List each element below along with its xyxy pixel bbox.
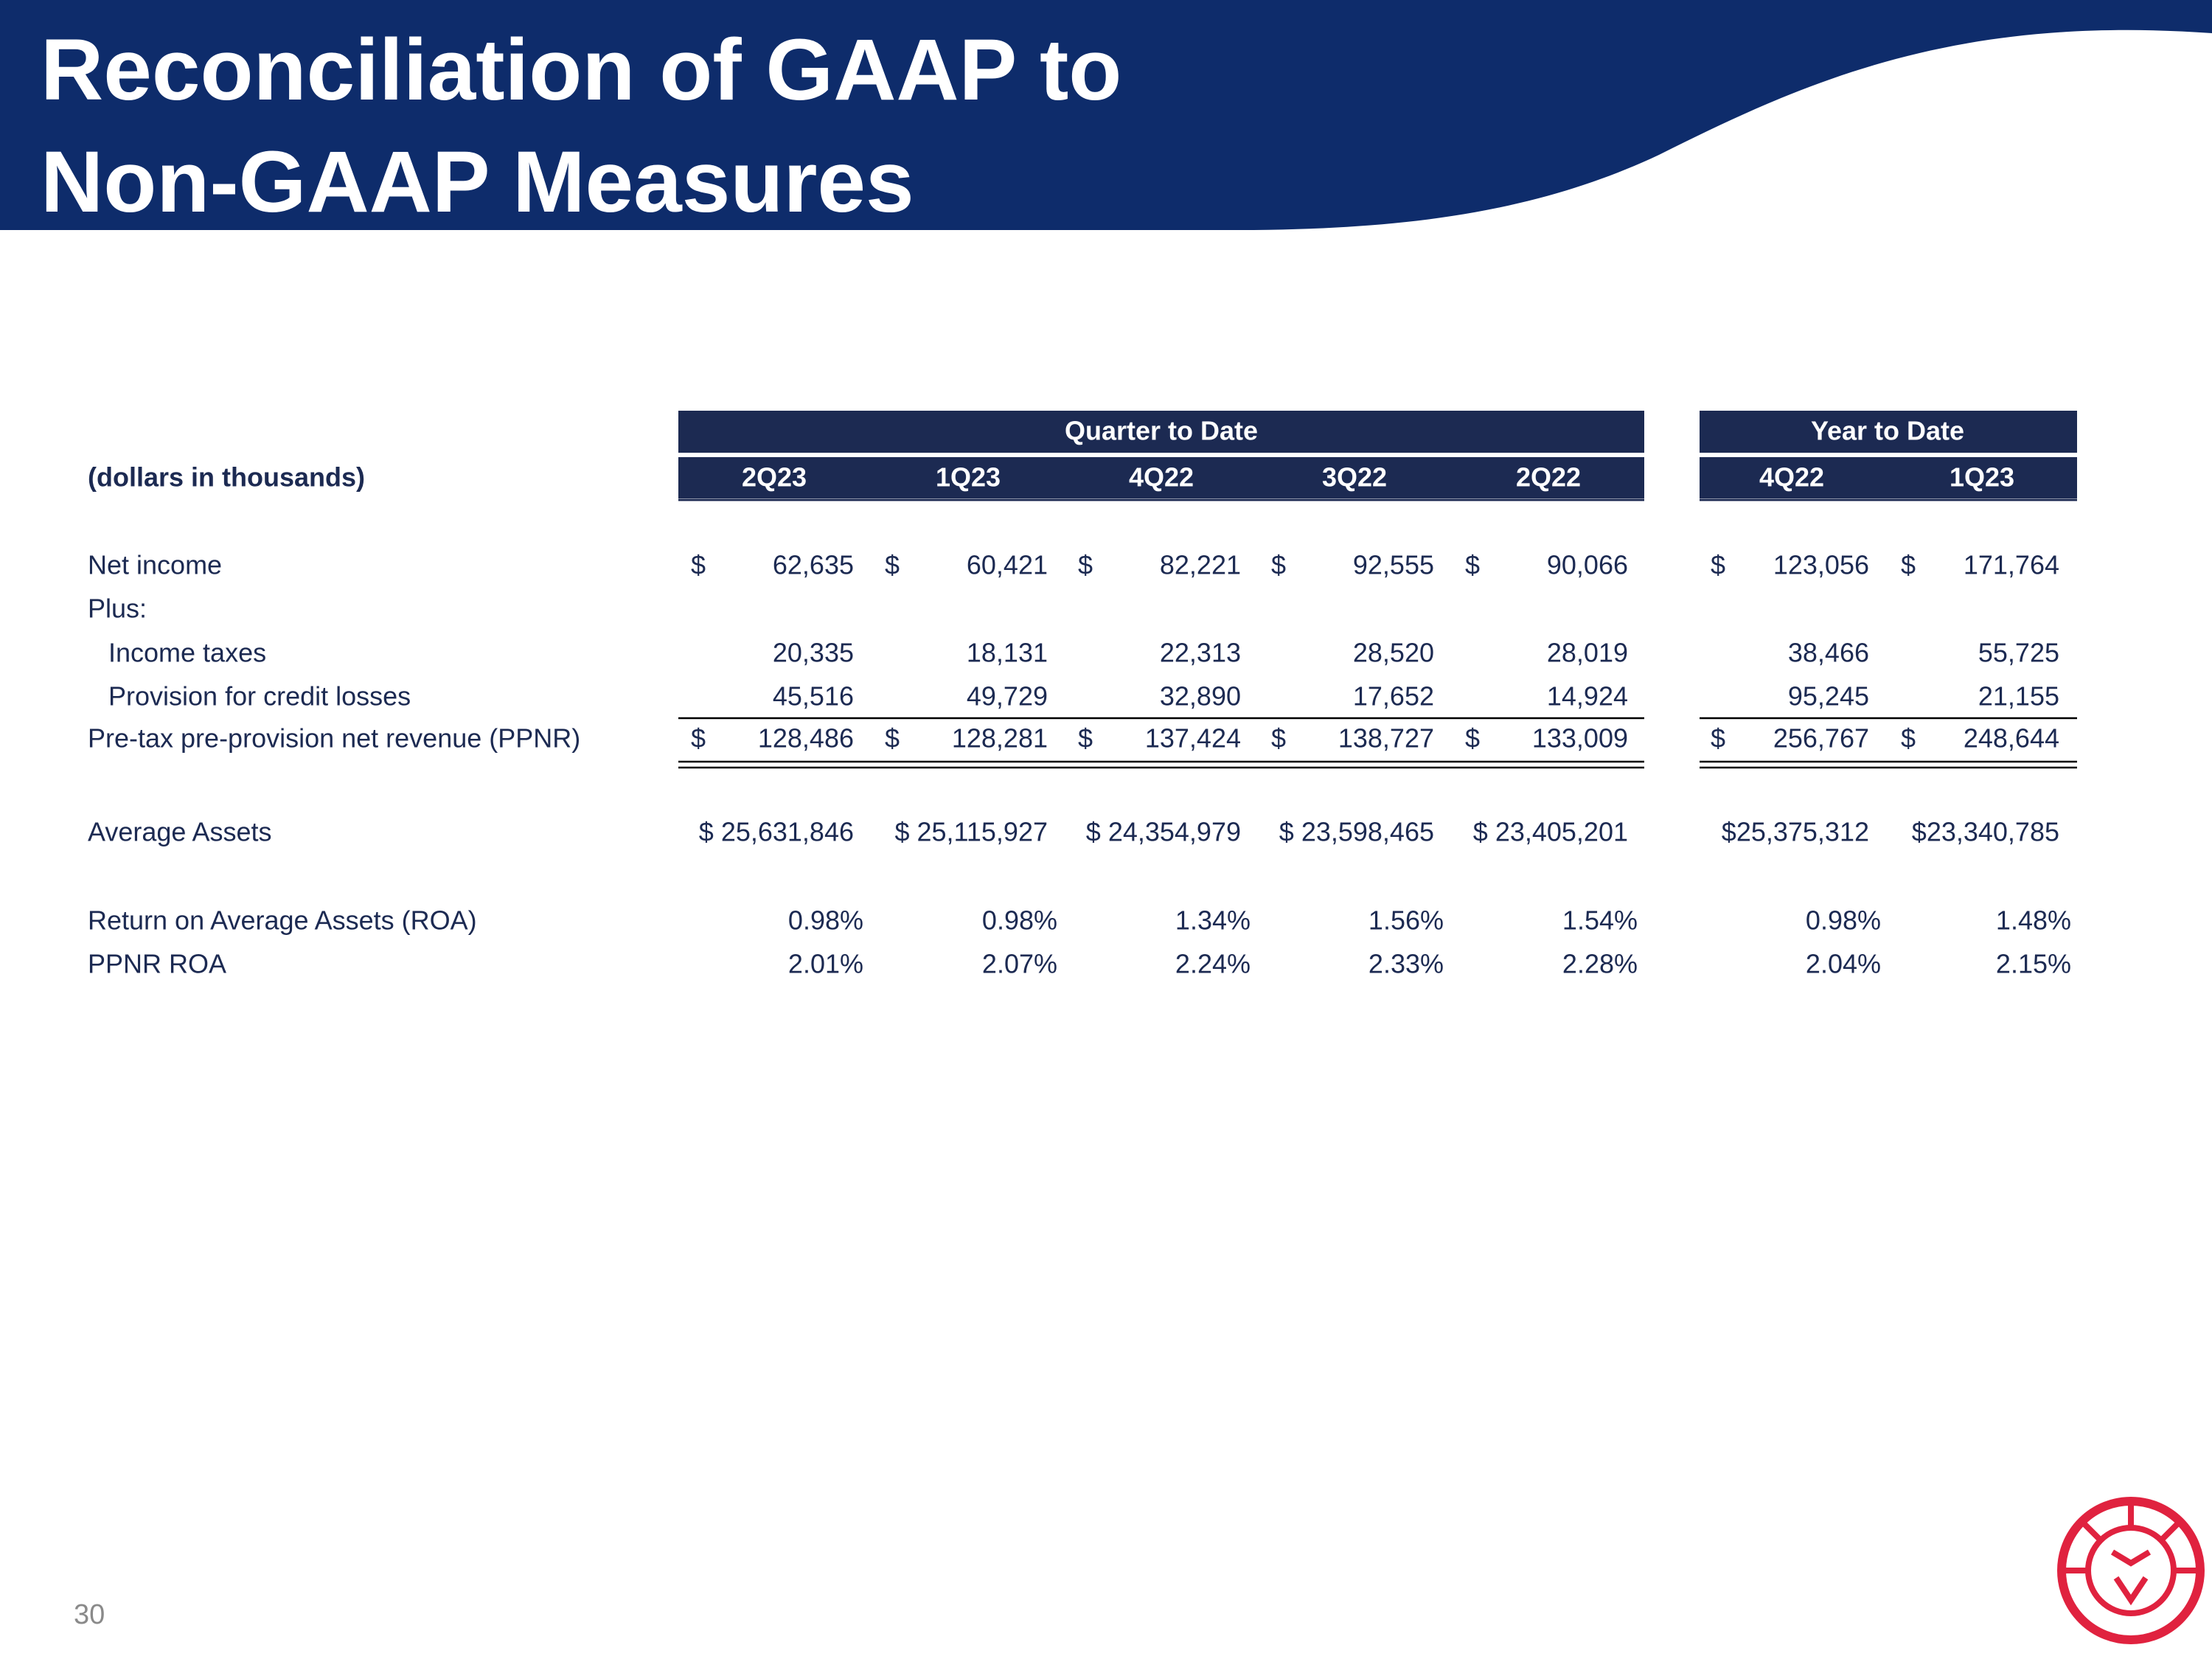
cell-value: 21,155 xyxy=(1978,681,2059,712)
cell-value: 137,424 xyxy=(1145,723,1241,754)
cell-value: 32,890 xyxy=(1160,681,1241,712)
currency-symbol: $ xyxy=(1901,550,1916,580)
column-header: 1Q23 xyxy=(936,462,1001,493)
currency-symbol: $ xyxy=(1901,723,1916,754)
row-label: Return on Average Assets (ROA) xyxy=(88,905,477,936)
cell-value: $23,340,785 xyxy=(1912,817,2059,847)
cell-value: 1.48% xyxy=(1996,905,2071,936)
column-header-bar xyxy=(678,457,1644,498)
currency-symbol: $ xyxy=(1271,550,1286,580)
row-label: Average Assets xyxy=(88,817,272,847)
currency-symbol: $ xyxy=(1711,550,1725,580)
cell-value: 248,644 xyxy=(1964,723,2059,754)
currency-symbol: $ xyxy=(885,723,900,754)
row-label: Provision for credit losses xyxy=(108,681,411,712)
currency-symbol: $ xyxy=(691,723,706,754)
cell-value: 14,924 xyxy=(1547,681,1628,712)
cell-value: 92,555 xyxy=(1353,550,1434,580)
column-header: 2Q22 xyxy=(1516,462,1581,493)
cell-value: 38,466 xyxy=(1788,638,1869,668)
group-header: Year to Date xyxy=(1811,416,1964,446)
cell-value: 123,056 xyxy=(1773,550,1869,580)
cell-value: 62,635 xyxy=(773,550,854,580)
cell-value: 171,764 xyxy=(1964,550,2059,580)
cell-value: 1.56% xyxy=(1368,905,1444,936)
cell-value: 82,221 xyxy=(1160,550,1241,580)
group-header-bar xyxy=(1700,411,2077,453)
row-label: Plus: xyxy=(88,594,147,624)
cell-value: 45,516 xyxy=(773,681,854,712)
cell-value: 22,313 xyxy=(1160,638,1241,668)
cell-value: $ 24,354,979 xyxy=(1086,817,1241,847)
cell-value: 20,335 xyxy=(773,638,854,668)
header-band xyxy=(0,0,2212,230)
cell-value: 0.98% xyxy=(1806,905,1881,936)
currency-symbol: $ xyxy=(1711,723,1725,754)
title-line: Reconciliation of GAAP to xyxy=(41,21,1121,119)
cell-value: 0.98% xyxy=(982,905,1057,936)
group-header: Quarter to Date xyxy=(1065,416,1258,446)
cell-value: 133,009 xyxy=(1532,723,1628,754)
cell-value: 2.28% xyxy=(1562,949,1638,979)
cell-value: 256,767 xyxy=(1773,723,1869,754)
column-header: 4Q22 xyxy=(1759,462,1824,493)
cell-value: 2.01% xyxy=(788,949,863,979)
cell-value: 60,421 xyxy=(967,550,1048,580)
cell-value: 128,281 xyxy=(952,723,1048,754)
cell-value: 49,729 xyxy=(967,681,1048,712)
unit-label: (dollars in thousands) xyxy=(88,462,365,493)
currency-symbol: $ xyxy=(691,550,706,580)
cell-value: $25,375,312 xyxy=(1722,817,1869,847)
cell-value: 0.98% xyxy=(788,905,863,936)
page-number: 30 xyxy=(74,1599,105,1630)
cell-value: $ 25,631,846 xyxy=(699,817,854,847)
currency-symbol: $ xyxy=(1078,550,1093,580)
column-header: 4Q22 xyxy=(1129,462,1194,493)
row-label: Pre-tax pre-provision net revenue (PPNR) xyxy=(88,723,580,754)
row-label: Net income xyxy=(88,550,222,580)
cell-value: 95,245 xyxy=(1788,681,1869,712)
cell-value: 128,486 xyxy=(758,723,854,754)
currency-symbol: $ xyxy=(885,550,900,580)
cell-value: 17,652 xyxy=(1353,681,1434,712)
cell-value: 28,520 xyxy=(1353,638,1434,668)
column-header: 1Q23 xyxy=(1950,462,2014,493)
row-label: PPNR ROA xyxy=(88,949,226,979)
cell-value: 18,131 xyxy=(967,638,1048,668)
cell-value: $ 23,598,465 xyxy=(1279,817,1434,847)
column-header-bar xyxy=(1700,457,2077,498)
cell-value: 1.54% xyxy=(1562,905,1638,936)
cell-value: 90,066 xyxy=(1547,550,1628,580)
column-header: 3Q22 xyxy=(1322,462,1387,493)
currency-symbol: $ xyxy=(1078,723,1093,754)
cell-value: 2.24% xyxy=(1175,949,1251,979)
cell-value: 138,727 xyxy=(1338,723,1434,754)
currency-symbol: $ xyxy=(1465,550,1480,580)
cell-value: $ 23,405,201 xyxy=(1473,817,1628,847)
cell-value: 28,019 xyxy=(1547,638,1628,668)
cell-value: 2.07% xyxy=(982,949,1057,979)
logo xyxy=(2057,1497,2205,1644)
cell-value: 2.04% xyxy=(1806,949,1881,979)
cell-value: 1.34% xyxy=(1175,905,1251,936)
currency-symbol: $ xyxy=(1465,723,1480,754)
column-header: 2Q23 xyxy=(742,462,807,493)
cell-value: 55,725 xyxy=(1978,638,2059,668)
cell-value: 2.33% xyxy=(1368,949,1444,979)
cell-value: 2.15% xyxy=(1996,949,2071,979)
currency-symbol: $ xyxy=(1271,723,1286,754)
row-label: Income taxes xyxy=(108,638,266,668)
cell-value: $ 25,115,927 xyxy=(894,817,1048,847)
title-line: Non-GAAP Measures xyxy=(41,133,914,231)
group-header-bar xyxy=(678,411,1644,453)
